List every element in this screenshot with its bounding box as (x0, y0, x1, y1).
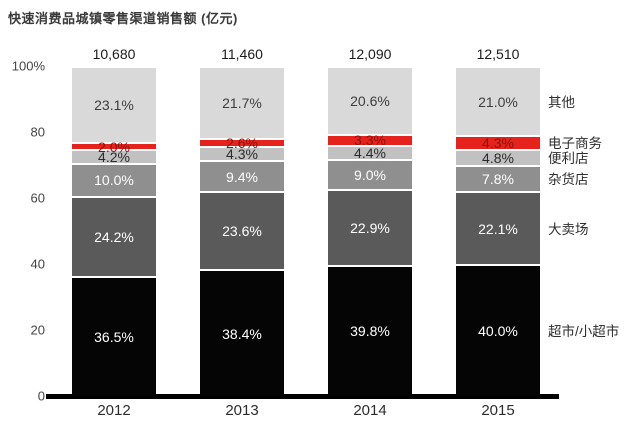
x-axis-category-label: 2012 (97, 402, 131, 419)
segment-其他 (200, 66, 284, 138)
segment-其他 (456, 66, 540, 136)
x-axis-category-label: 2015 (481, 402, 515, 419)
chart-title: 快速消费品城镇零售渠道销售额 (亿元) (8, 11, 238, 26)
legend-label-其他: 其他 (548, 94, 575, 110)
segment-便利店 (72, 148, 156, 163)
segment-value-label: 9.4% (226, 168, 258, 185)
segment-电子商务 (328, 133, 412, 145)
bar-2012: 36.5% 24.2% 10.0% 4.2% 2.0% 23.1% (72, 66, 156, 396)
legend-label-超市/小超市: 超市/小超市 (548, 324, 620, 339)
segment-value-label: 23.1% (94, 97, 134, 114)
segment-value-label: 10.0% (94, 172, 134, 189)
y-axis-tick: 0 (37, 388, 45, 404)
segment-value-label: 4.4% (354, 145, 386, 162)
segment-超市/小超市 (200, 269, 284, 396)
legend-label-大卖场: 大卖场 (548, 221, 589, 237)
bar-total-label: 11,460 (221, 46, 263, 62)
segment-超市/小超市 (456, 264, 540, 396)
segment-value-label: 3.3% (354, 132, 386, 149)
y-axis-tick: 60 (30, 190, 45, 206)
segment-value-label: 21.7% (222, 94, 262, 111)
y-axis-tick: 40 (30, 256, 45, 272)
segment-value-label: 9.0% (354, 167, 386, 184)
segment-value-label: 36.5% (94, 328, 134, 345)
segment-电子商务 (456, 135, 540, 150)
segment-value-label: 4.2% (98, 148, 130, 165)
segment-便利店 (200, 146, 284, 161)
segment-value-label: 2.6% (226, 134, 258, 151)
segment-value-label: 21.0% (478, 93, 518, 110)
segment-杂货店 (456, 165, 540, 192)
segment-value-label: 38.4% (222, 325, 262, 342)
segment-value-label: 22.1% (478, 220, 518, 237)
segment-value-label: 4.3% (226, 146, 258, 163)
bar-2015: 40.0% 22.1% 7.8% 4.8% 4.3% 21.0% (456, 66, 540, 396)
segment-电子商务 (72, 142, 156, 149)
segment-value-label: 4.8% (482, 150, 514, 167)
segment-大卖场 (328, 189, 412, 265)
segment-value-label: 23.6% (222, 223, 262, 240)
segment-大卖场 (200, 191, 284, 270)
x-axis-category-label: 2013 (225, 402, 259, 419)
x-axis-line (46, 394, 559, 399)
segment-大卖场 (456, 191, 540, 264)
y-axis-tick: 100% (11, 58, 45, 74)
segment-value-label: 20.6% (350, 92, 390, 109)
segment-value-label: 2.0% (98, 138, 130, 155)
segment-便利店 (456, 149, 540, 166)
segment-value-label: 24.2% (94, 228, 134, 245)
segment-其他 (328, 66, 412, 134)
y-axis-tick: 80 (30, 124, 45, 140)
segment-杂货店 (72, 162, 156, 196)
segment-电子商务 (200, 137, 284, 147)
segment-value-label: 7.8% (482, 171, 514, 188)
segment-杂货店 (328, 159, 412, 190)
segment-其他 (72, 66, 156, 143)
y-axis-tick: 20 (30, 322, 45, 338)
segment-超市/小超市 (328, 264, 412, 396)
segment-大卖场 (72, 195, 156, 276)
segment-value-label: 39.8% (350, 323, 390, 340)
segment-便利店 (328, 144, 412, 160)
bar-2013: 38.4% 23.6% 9.4% 4.3% 2.6% 21.7% (200, 66, 284, 396)
legend-label-便利店: 便利店 (548, 151, 589, 167)
bar-total-label: 12,510 (476, 46, 520, 62)
segment-value-label: 22.9% (350, 219, 390, 236)
legend-label-电子商务: 电子商务 (548, 136, 602, 152)
bar-total-label: 12,090 (348, 46, 392, 62)
segment-value-label: 40.0% (478, 323, 518, 339)
segment-杂货店 (200, 160, 284, 192)
bar-2014: 39.8% 22.9% 9.0% 4.4% 3.3% 20.6% (328, 66, 412, 396)
segment-value-label: 4.3% (482, 135, 514, 152)
bar-total-label: 10,680 (92, 46, 136, 62)
x-axis-category-label: 2014 (353, 402, 387, 419)
segment-超市/小超市 (72, 275, 156, 396)
legend-label-杂货店: 杂货店 (548, 172, 589, 188)
